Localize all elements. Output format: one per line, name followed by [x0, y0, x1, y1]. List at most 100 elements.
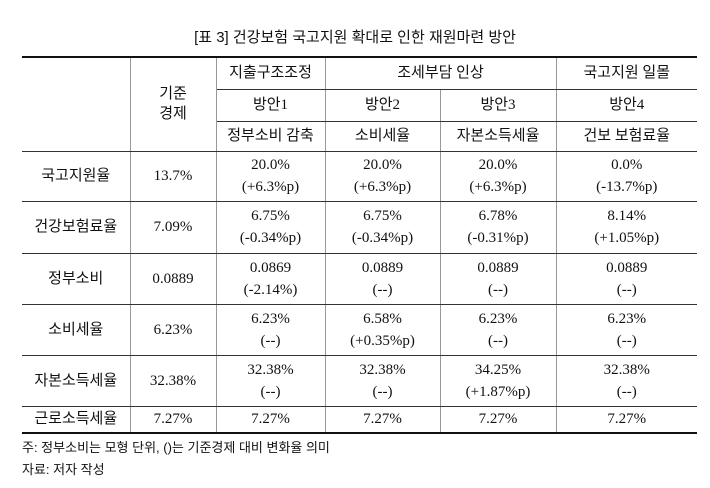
- cell-line: 32.38%: [359, 361, 406, 378]
- cell-line: 0.0869: [249, 259, 292, 276]
- value-cell: 32.38% (--): [215, 354, 326, 407]
- table-title: [표 3] 건강보험 국고지원 확대로 인한 재원마련 방안: [194, 29, 516, 46]
- cell-line: 32.38%: [247, 361, 294, 378]
- value-cell: 6.23% (--): [555, 303, 697, 356]
- value-cell: 34.25% (+1.87%p): [439, 354, 557, 407]
- cell-line: (--): [372, 281, 393, 298]
- value-cell: 32.38% (--): [555, 354, 697, 407]
- cell-line: (-2.14%): [243, 281, 298, 298]
- header-cell: 국고지원 일몰: [555, 56, 697, 90]
- cell-line: 32.38%: [603, 361, 650, 378]
- corner-cell: [22, 56, 131, 152]
- header-cell: 방안1: [216, 88, 326, 122]
- value-cell: 7.27%: [215, 405, 326, 434]
- header-cell: 기준 경제: [129, 56, 217, 152]
- value-cell: 0.0% (-13.7%p): [555, 150, 697, 202]
- cell-line: (--): [372, 383, 393, 400]
- header-cell: 지출구조조정: [215, 56, 326, 90]
- cell-line: (+6.3%p): [353, 179, 412, 195]
- cell-line: 0.0889: [361, 259, 404, 276]
- header-cell: 자본소득세율: [439, 120, 557, 152]
- value-cell: 32.38% (--): [324, 354, 441, 407]
- header-text: 기준 경제: [159, 86, 187, 123]
- value-cell: 6.58% (+0.35%p): [324, 303, 441, 356]
- table-row: 근로소득세율 7.27% 7.27% 7.27% 7.27% 7.27%: [22, 405, 697, 434]
- cell-line: 6.75%: [251, 208, 290, 224]
- base-cell: 7.09%: [129, 200, 217, 254]
- table-row: 국고지원율 13.7% 20.0% (+6.3%p) 20.0% (+6.3%p) 20.0…: [22, 150, 697, 202]
- cell-line: (--): [616, 281, 637, 298]
- value-cell: 7.27%: [555, 405, 697, 434]
- cell-line: (-0.31%p): [467, 230, 529, 246]
- value-cell: 0.0889 (--): [324, 252, 441, 305]
- table-row: 정부소비 0.0889 0.0869 (-2.14%) 0.0889 (--) 0.0889…: [22, 252, 697, 305]
- cell-line: 34.25%: [474, 361, 522, 378]
- value-cell: 20.0% (+6.3%p): [324, 150, 441, 202]
- cell-line: (--): [260, 383, 281, 400]
- row-label: 정부소비: [22, 252, 131, 305]
- base-cell: 32.38%: [129, 354, 217, 407]
- cell-line: 6.23%: [251, 310, 290, 327]
- cell-line: 6.75%: [363, 208, 402, 224]
- row-label: 자본소득세율: [22, 354, 131, 407]
- cell-line: 20.0%: [478, 157, 518, 173]
- cell-line: (+1.87%p): [465, 383, 531, 400]
- header-cell: 건보 보험료율: [555, 120, 697, 152]
- value-cell: 6.23% (--): [439, 303, 557, 356]
- base-cell: 0.0889: [129, 252, 217, 305]
- base-cell: 7.27%: [129, 405, 217, 434]
- value-cell: 7.27%: [324, 405, 441, 434]
- cell-line: (+6.3%p): [469, 179, 527, 195]
- table-row: 소비세율 6.23% 6.23% (--) 6.58% (+0.35%p) 6.23% (--…: [22, 303, 697, 356]
- value-cell: 6.75% (-0.34%p): [215, 200, 326, 254]
- note: 주: 정부소비는 모형 단위, ()는 기준경제 대비 변화율 의미: [22, 440, 330, 455]
- cell-line: (+1.05%p): [594, 230, 660, 246]
- value-cell: 6.23% (--): [215, 303, 326, 356]
- cell-line: (-13.7%p): [596, 179, 658, 195]
- table-row: 자본소득세율 32.38% 32.38% (--) 32.38% (--) 34.25% (+…: [22, 354, 697, 407]
- value-cell: 0.0869 (-2.14%): [215, 252, 326, 305]
- table: 기준 경제 지출구조조정 조세부담 인상 국고지원 일몰 방안1 방안2 방안3…: [22, 56, 697, 434]
- cell-line: (--): [488, 332, 508, 349]
- cell-line: 6.58%: [363, 310, 402, 327]
- note: 자료: 저자 작성: [22, 462, 105, 477]
- row-label: 국고지원율: [22, 150, 131, 202]
- cell-line: 0.0889: [606, 259, 648, 276]
- value-cell: 20.0% (+6.3%p): [215, 150, 326, 202]
- value-cell: 6.75% (-0.34%p): [324, 200, 441, 254]
- value-cell: 8.14% (+1.05%p): [555, 200, 697, 254]
- cell-line: (+0.35%p): [350, 332, 415, 349]
- cell-line: (-0.34%p): [239, 230, 302, 246]
- table-row: 건강보험료율 7.09% 6.75% (-0.34%p) 6.75% (-0.34%p) 6…: [22, 200, 697, 254]
- row-label: 근로소득세율: [22, 405, 131, 434]
- header-cell: 방안4: [555, 88, 697, 122]
- cell-line: (+6.3%p): [241, 179, 300, 195]
- value-cell: 0.0889 (--): [439, 252, 557, 305]
- cell-line: (-0.34%p): [351, 230, 414, 246]
- cell-line: (--): [260, 332, 281, 349]
- cell-line: 6.78%: [478, 208, 518, 224]
- row-label: 소비세율: [22, 303, 131, 356]
- cell-line: 7.27%: [251, 411, 290, 428]
- cell-line: 20.0%: [363, 157, 402, 173]
- cell-line: (--): [616, 383, 637, 400]
- header-cell: 정부소비 감축: [216, 120, 326, 152]
- value-cell: 20.0% (+6.3%p): [439, 150, 557, 202]
- cell-line: 7.27%: [363, 411, 402, 428]
- header-cell: 소비세율: [324, 120, 441, 152]
- header-cell: 방안2: [324, 88, 441, 122]
- base-cell: 13.7%: [129, 150, 217, 202]
- cell-line: 7.27%: [478, 411, 518, 428]
- base-cell: 6.23%: [129, 303, 217, 356]
- cell-line: (--): [616, 332, 637, 349]
- cell-line: 7.27%: [607, 411, 647, 428]
- cell-line: 0.0%: [611, 157, 643, 173]
- cell-line: 0.0889: [477, 259, 519, 276]
- header-cell: 방안3: [439, 88, 557, 122]
- cell-line: (--): [488, 281, 508, 298]
- value-cell: 7.27%: [439, 405, 557, 434]
- row-label: 건강보험료율: [22, 200, 131, 254]
- header-cell: 조세부담 인상: [324, 56, 557, 90]
- value-cell: 6.78% (-0.31%p): [439, 200, 557, 254]
- cell-line: 6.23%: [478, 310, 518, 327]
